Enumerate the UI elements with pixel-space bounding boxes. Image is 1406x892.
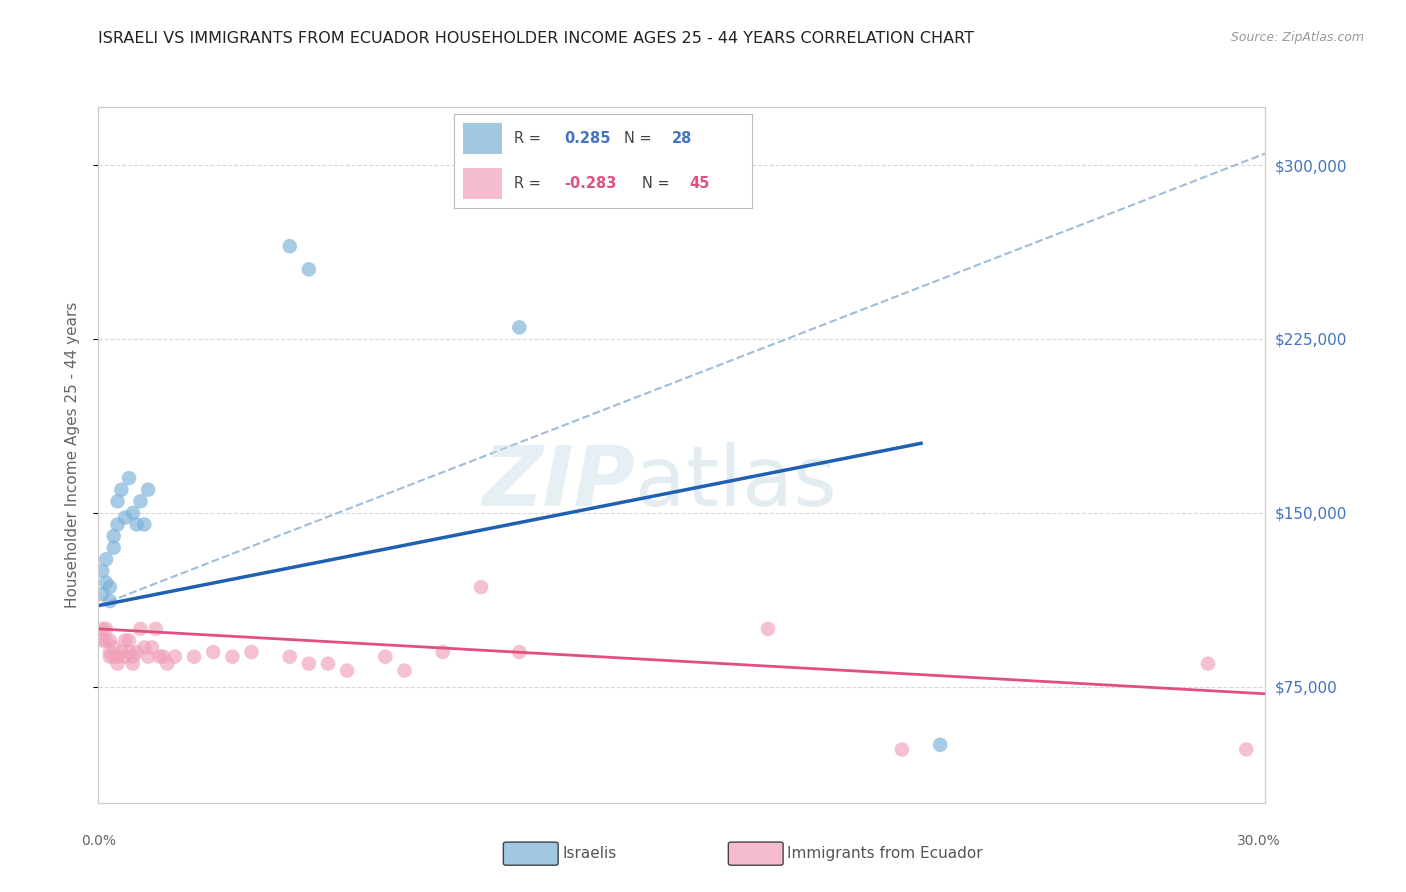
Point bbox=[141, 640, 163, 655]
Point bbox=[118, 471, 141, 485]
Point bbox=[94, 622, 117, 636]
Point bbox=[129, 622, 152, 636]
Point bbox=[470, 580, 492, 594]
Point bbox=[183, 649, 205, 664]
Point bbox=[136, 649, 159, 664]
Text: Source: ZipAtlas.com: Source: ZipAtlas.com bbox=[1230, 31, 1364, 45]
Point bbox=[156, 657, 179, 671]
Text: 0.0%: 0.0% bbox=[82, 834, 115, 848]
Point bbox=[163, 649, 186, 664]
Point bbox=[129, 494, 152, 508]
Point bbox=[114, 510, 136, 524]
Point bbox=[98, 645, 121, 659]
Point bbox=[121, 506, 143, 520]
Point bbox=[103, 529, 125, 543]
Point bbox=[103, 640, 125, 655]
Point bbox=[98, 580, 121, 594]
Point bbox=[145, 622, 167, 636]
Point bbox=[298, 657, 321, 671]
Point bbox=[91, 622, 114, 636]
Point bbox=[394, 664, 416, 678]
Text: Israelis: Israelis bbox=[562, 847, 617, 861]
Point bbox=[125, 517, 148, 532]
Point bbox=[125, 645, 148, 659]
Point bbox=[316, 657, 339, 671]
Point bbox=[1234, 742, 1257, 756]
Point bbox=[432, 645, 454, 659]
Text: atlas: atlas bbox=[636, 442, 837, 524]
Point bbox=[374, 649, 396, 664]
Point bbox=[107, 494, 129, 508]
Point bbox=[114, 649, 136, 664]
Point bbox=[929, 738, 952, 752]
Y-axis label: Householder Income Ages 25 - 44 years: Householder Income Ages 25 - 44 years bbox=[65, 301, 80, 608]
Point bbox=[118, 645, 141, 659]
Point bbox=[94, 633, 117, 648]
Point bbox=[91, 564, 114, 578]
Text: Immigrants from Ecuador: Immigrants from Ecuador bbox=[787, 847, 983, 861]
Point bbox=[134, 517, 156, 532]
Point bbox=[336, 664, 359, 678]
Point bbox=[118, 633, 141, 648]
Point bbox=[149, 649, 172, 664]
Point bbox=[1197, 657, 1219, 671]
Text: ISRAELI VS IMMIGRANTS FROM ECUADOR HOUSEHOLDER INCOME AGES 25 - 44 YEARS CORRELA: ISRAELI VS IMMIGRANTS FROM ECUADOR HOUSE… bbox=[98, 31, 974, 46]
Point bbox=[103, 541, 125, 555]
Point bbox=[114, 633, 136, 648]
Point bbox=[98, 594, 121, 608]
Point bbox=[107, 649, 129, 664]
Point bbox=[98, 649, 121, 664]
Point bbox=[121, 649, 143, 664]
Point bbox=[278, 649, 301, 664]
Text: ZIP: ZIP bbox=[482, 442, 636, 524]
Point bbox=[107, 517, 129, 532]
Point bbox=[94, 552, 117, 566]
Point bbox=[107, 657, 129, 671]
Point bbox=[98, 633, 121, 648]
Point bbox=[508, 645, 530, 659]
Point bbox=[756, 622, 779, 636]
Point bbox=[278, 239, 301, 253]
Point bbox=[134, 640, 156, 655]
Point bbox=[91, 587, 114, 601]
Point bbox=[890, 742, 912, 756]
Point bbox=[508, 320, 530, 334]
Point bbox=[121, 657, 143, 671]
Text: 30.0%: 30.0% bbox=[1236, 834, 1281, 848]
Point bbox=[152, 649, 174, 664]
Point bbox=[202, 645, 225, 659]
Point bbox=[240, 645, 263, 659]
Point bbox=[103, 649, 125, 664]
Point bbox=[110, 483, 132, 497]
Point bbox=[298, 262, 321, 277]
Point bbox=[221, 649, 243, 664]
Point bbox=[91, 633, 114, 648]
Point bbox=[136, 483, 159, 497]
Point bbox=[110, 645, 132, 659]
Point bbox=[94, 575, 117, 590]
